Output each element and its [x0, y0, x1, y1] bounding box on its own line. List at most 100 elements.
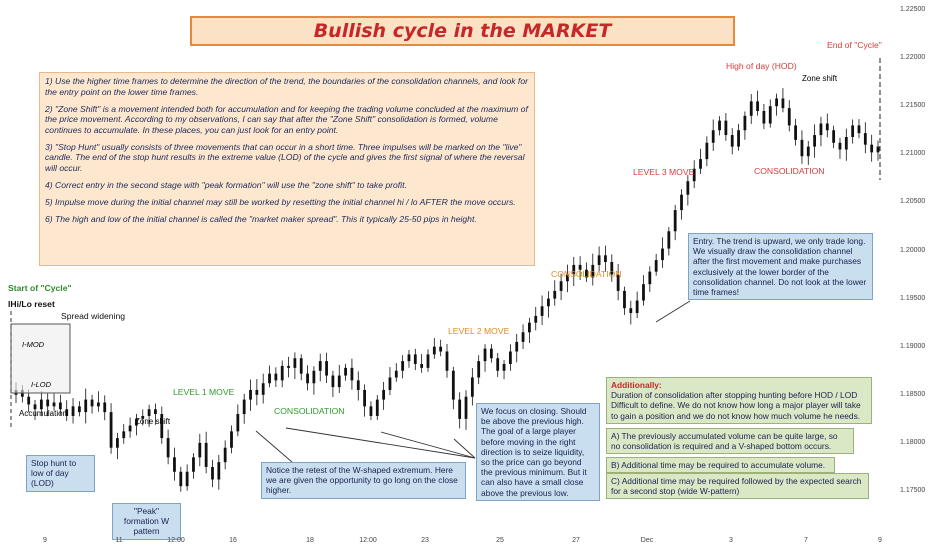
- level3-label: LEVEL 3 MOVE: [633, 167, 695, 177]
- candle: [451, 366, 455, 410]
- x-tick-label: 25: [496, 537, 504, 544]
- candle: [540, 295, 544, 325]
- candle: [635, 291, 639, 319]
- candle: [578, 256, 582, 280]
- candle: [46, 393, 50, 417]
- candle: [718, 116, 721, 136]
- candle: [591, 253, 595, 286]
- candle: [470, 368, 474, 406]
- candle: [242, 393, 246, 424]
- candle: [553, 280, 557, 306]
- stop-hunt-box: Stop hunt to low of day (LOD): [26, 455, 95, 492]
- notes-panel: 1) Use the higher time frames to determi…: [39, 72, 535, 266]
- candle: [794, 118, 798, 146]
- x-tick-label: 23: [421, 537, 429, 544]
- candle: [280, 360, 284, 388]
- note-4: 4) Correct entry in the second stage wit…: [45, 179, 407, 190]
- candle: [306, 365, 309, 391]
- candle: [629, 300, 633, 325]
- candle: [363, 384, 367, 417]
- candle: [566, 264, 569, 293]
- hod-label: High of day (HOD): [726, 61, 797, 71]
- chart-title: Bullish cycle in the MARKET: [190, 16, 735, 46]
- candle: [96, 391, 100, 412]
- end-cycle-label: End of "Cycle": [827, 40, 882, 50]
- candle: [673, 204, 677, 241]
- candle: [787, 100, 791, 132]
- candle: [838, 137, 842, 159]
- candle: [800, 130, 804, 164]
- x-tick-label: 9: [43, 537, 47, 544]
- candle: [293, 352, 297, 380]
- y-tick-label: 1.19500: [900, 294, 926, 302]
- candle: [863, 122, 867, 154]
- candle: [648, 266, 652, 293]
- candle: [388, 367, 392, 395]
- candle: [350, 358, 354, 390]
- candle: [464, 390, 468, 430]
- candle: [382, 382, 386, 410]
- candle: [39, 391, 43, 417]
- candle: [781, 88, 785, 113]
- candle: [527, 317, 531, 344]
- candle: [299, 354, 303, 381]
- candle: [756, 90, 759, 116]
- candle: [851, 119, 855, 144]
- candle: [597, 246, 601, 272]
- candle: [84, 388, 88, 424]
- candle: [768, 99, 772, 128]
- candle: [356, 371, 360, 401]
- zone-shift-2-label: Zone shift: [802, 74, 838, 83]
- candle: [185, 464, 189, 491]
- candle: [806, 140, 810, 165]
- level1-label: LEVEL 1 MOVE: [173, 387, 235, 397]
- note-5: 5) Impulse move during the initial chann…: [45, 196, 516, 207]
- y-tick-label: 1.20000: [900, 246, 926, 254]
- candle: [559, 273, 563, 301]
- candle: [369, 401, 373, 421]
- additionally-title: Additionally:: [611, 380, 662, 390]
- candle: [743, 111, 747, 140]
- candle: [870, 134, 874, 162]
- consolidation-3-label: CONSOLIDATION: [754, 166, 825, 176]
- x-tick-label: 12:00: [359, 537, 377, 544]
- candle: [337, 364, 341, 393]
- candle: [458, 392, 462, 429]
- additionally-box: Additionally: Duration of consolidation …: [606, 377, 872, 424]
- candle: [610, 254, 614, 282]
- candle: [128, 417, 132, 438]
- candle: [344, 363, 347, 381]
- candle: [77, 401, 81, 417]
- initial-channel: [10, 311, 71, 430]
- note-b-box: B) Additional time may be required to ac…: [606, 457, 835, 474]
- candle: [680, 189, 683, 220]
- candle: [141, 409, 145, 426]
- candle: [147, 404, 151, 427]
- candle: [198, 433, 202, 467]
- candle: [604, 245, 607, 272]
- candle: [775, 93, 778, 116]
- candle: [401, 355, 405, 379]
- candle: [616, 263, 620, 301]
- note-6: 6) The high and low of the initial chann…: [45, 213, 477, 224]
- candle: [547, 291, 550, 318]
- imod-label: I-MOD: [22, 340, 45, 349]
- note-2: 2) "Zone Shift" is a movement intended b…: [45, 103, 528, 135]
- candle: [477, 355, 481, 385]
- candle: [179, 466, 183, 492]
- candle: [445, 343, 449, 378]
- candle: [705, 136, 709, 167]
- candle: [813, 124, 817, 158]
- closing-box: We focus on closing. Should be above the…: [476, 403, 600, 501]
- candle: [274, 367, 278, 387]
- consolidation-2-label: CONSOLIDATION: [551, 269, 622, 279]
- spread-label: Spread widening: [61, 311, 126, 321]
- candle: [832, 125, 836, 149]
- candle: [876, 140, 880, 161]
- candle: [407, 350, 411, 368]
- note-1: 1) Use the higher time frames to determi…: [45, 76, 528, 97]
- candle: [71, 398, 75, 424]
- start-label: Start of "Cycle": [8, 283, 72, 293]
- candle: [661, 237, 664, 268]
- candle: [268, 365, 271, 388]
